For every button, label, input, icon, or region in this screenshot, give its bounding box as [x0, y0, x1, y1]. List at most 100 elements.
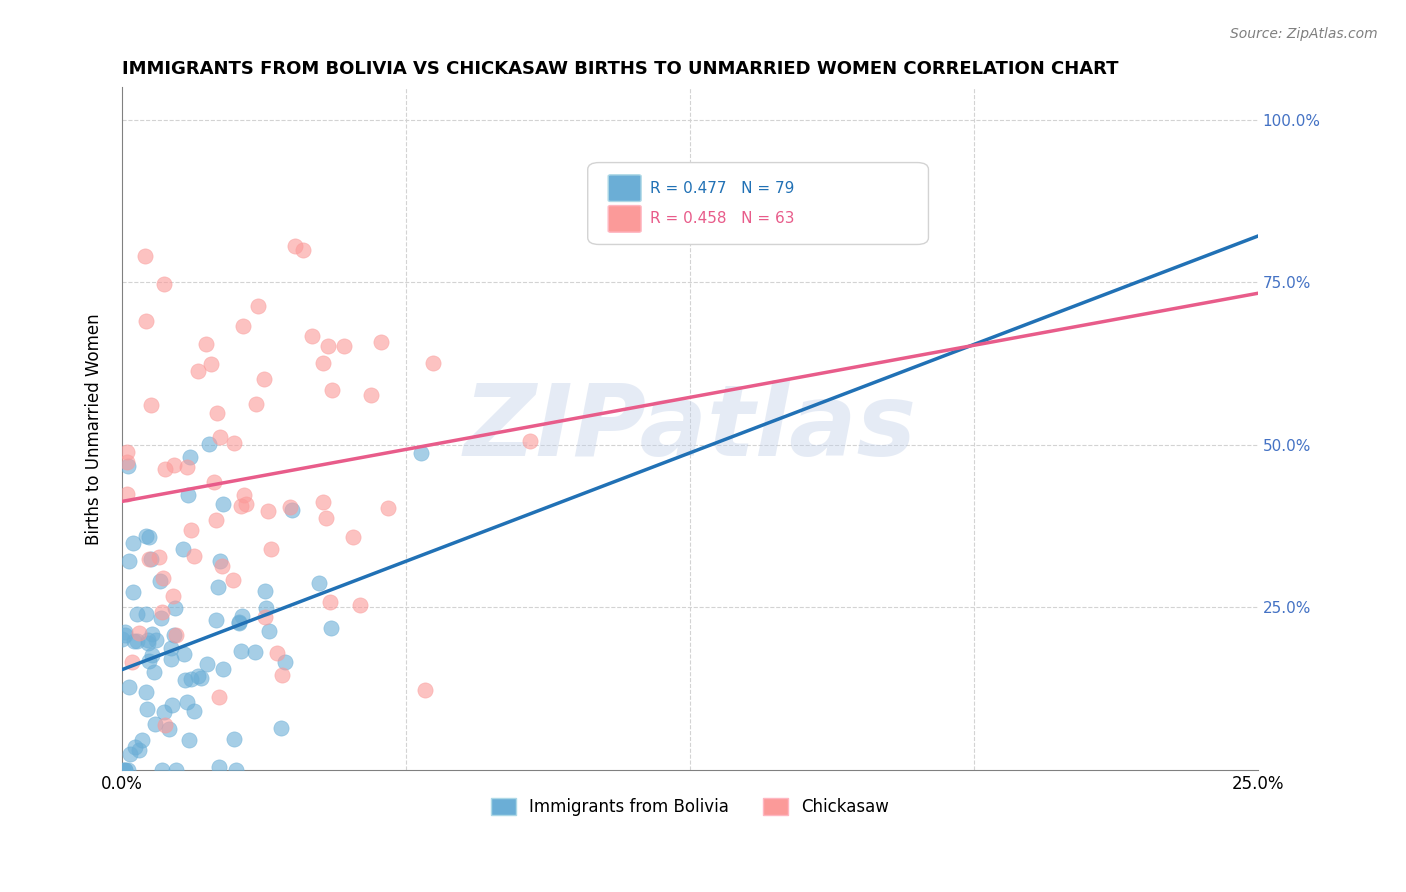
- Point: [117, 680, 139, 694]
- Point: [114, 628, 136, 642]
- Point: [152, 277, 174, 292]
- Point: [131, 733, 153, 747]
- Point: [232, 319, 254, 334]
- Point: [173, 673, 195, 687]
- Point: [211, 497, 233, 511]
- Point: [315, 511, 337, 525]
- Point: [411, 446, 433, 460]
- Point: [274, 655, 297, 669]
- Point: [270, 721, 292, 735]
- Point: [349, 598, 371, 612]
- Point: [141, 627, 163, 641]
- Point: [179, 450, 201, 464]
- Point: [114, 625, 136, 640]
- Point: [205, 406, 228, 420]
- Point: [179, 732, 201, 747]
- Point: [197, 657, 219, 671]
- Point: [114, 763, 136, 777]
- Point: [253, 371, 276, 385]
- Point: [141, 398, 163, 412]
- Point: [179, 523, 201, 537]
- Point: [266, 646, 288, 660]
- Point: [260, 541, 283, 556]
- Point: [316, 339, 339, 353]
- Point: [120, 747, 142, 762]
- Point: [118, 554, 141, 568]
- Point: [257, 504, 280, 518]
- Point: [165, 601, 187, 615]
- Point: [222, 731, 245, 746]
- Point: [254, 584, 277, 599]
- Point: [172, 542, 194, 557]
- Point: [319, 621, 342, 635]
- Point: [135, 607, 157, 622]
- Point: [176, 488, 198, 502]
- Point: [117, 763, 139, 777]
- Point: [128, 743, 150, 757]
- Text: IMMIGRANTS FROM BOLIVIA VS CHICKASAW BIRTHS TO UNMARRIED WOMEN CORRELATION CHART: IMMIGRANTS FROM BOLIVIA VS CHICKASAW BIR…: [122, 60, 1119, 78]
- Point: [231, 644, 253, 658]
- Point: [187, 669, 209, 683]
- Point: [204, 475, 226, 490]
- Point: [301, 329, 323, 343]
- Point: [377, 501, 399, 516]
- Point: [254, 609, 277, 624]
- Point: [150, 605, 173, 619]
- Point: [333, 338, 356, 352]
- Point: [225, 763, 247, 777]
- Point: [229, 500, 252, 514]
- Point: [150, 763, 173, 777]
- Point: [180, 672, 202, 686]
- Point: [235, 497, 257, 511]
- Point: [166, 628, 188, 642]
- Point: [222, 573, 245, 587]
- Point: [162, 698, 184, 712]
- Point: [157, 722, 180, 736]
- Point: [153, 717, 176, 731]
- Point: [198, 437, 221, 451]
- Point: [342, 530, 364, 544]
- Point: [209, 430, 232, 444]
- Point: [209, 554, 232, 568]
- FancyBboxPatch shape: [609, 205, 641, 232]
- Point: [136, 636, 159, 650]
- Point: [281, 502, 304, 516]
- Point: [115, 445, 138, 459]
- Point: [143, 716, 166, 731]
- Text: R = 0.458   N = 63: R = 0.458 N = 63: [650, 211, 794, 227]
- Point: [139, 552, 162, 566]
- Point: [228, 616, 250, 631]
- Point: [136, 632, 159, 647]
- Point: [233, 488, 256, 502]
- Point: [243, 645, 266, 659]
- Point: [160, 652, 183, 666]
- Point: [173, 647, 195, 661]
- Point: [224, 436, 246, 450]
- Point: [165, 763, 187, 777]
- Y-axis label: Births to Unmarried Women: Births to Unmarried Women: [86, 313, 103, 544]
- Point: [211, 559, 233, 574]
- Point: [183, 705, 205, 719]
- Point: [413, 683, 436, 698]
- Point: [231, 609, 253, 624]
- Point: [128, 626, 150, 640]
- Point: [195, 336, 218, 351]
- Point: [257, 624, 280, 638]
- Text: Source: ZipAtlas.com: Source: ZipAtlas.com: [1230, 27, 1378, 41]
- Point: [141, 648, 163, 662]
- Point: [212, 662, 235, 676]
- Point: [422, 356, 444, 370]
- Point: [135, 528, 157, 542]
- Point: [256, 601, 278, 615]
- Point: [312, 495, 335, 509]
- Point: [148, 549, 170, 564]
- FancyBboxPatch shape: [609, 175, 641, 202]
- Text: ZIPatlas: ZIPatlas: [464, 380, 917, 477]
- Point: [124, 739, 146, 754]
- Point: [114, 763, 136, 777]
- Point: [176, 459, 198, 474]
- Point: [121, 655, 143, 669]
- Point: [162, 590, 184, 604]
- Point: [155, 462, 177, 476]
- Point: [370, 334, 392, 349]
